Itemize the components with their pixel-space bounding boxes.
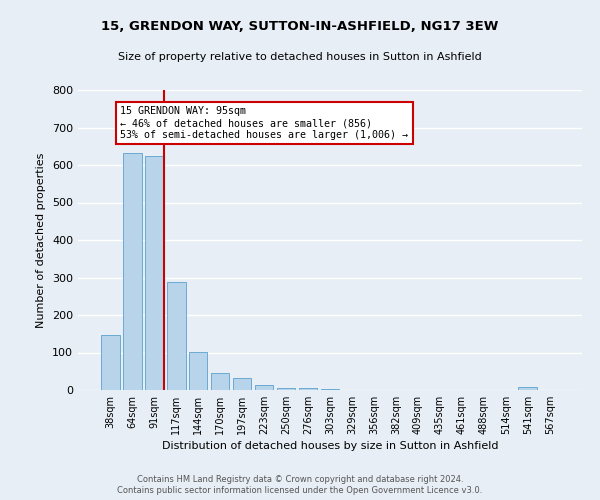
Bar [167,282,185,390]
Text: Contains public sector information licensed under the Open Government Licence v3: Contains public sector information licen… [118,486,482,495]
Bar [189,352,208,390]
Text: Size of property relative to detached houses in Sutton in Ashfield: Size of property relative to detached ho… [118,52,482,62]
Bar [320,388,340,390]
Text: Contains HM Land Registry data © Crown copyright and database right 2024.: Contains HM Land Registry data © Crown c… [137,475,463,484]
Bar [145,156,164,390]
Bar [299,388,317,390]
Y-axis label: Number of detached properties: Number of detached properties [37,152,46,328]
X-axis label: Distribution of detached houses by size in Sutton in Ashfield: Distribution of detached houses by size … [162,441,498,451]
Bar [518,387,537,390]
Bar [277,388,295,390]
Bar [211,373,229,390]
Text: 15, GRENDON WAY, SUTTON-IN-ASHFIELD, NG17 3EW: 15, GRENDON WAY, SUTTON-IN-ASHFIELD, NG1… [101,20,499,33]
Bar [255,385,274,390]
Text: 15 GRENDON WAY: 95sqm
← 46% of detached houses are smaller (856)
53% of semi-det: 15 GRENDON WAY: 95sqm ← 46% of detached … [120,106,408,140]
Bar [233,378,251,390]
Bar [123,153,142,390]
Bar [101,334,119,390]
